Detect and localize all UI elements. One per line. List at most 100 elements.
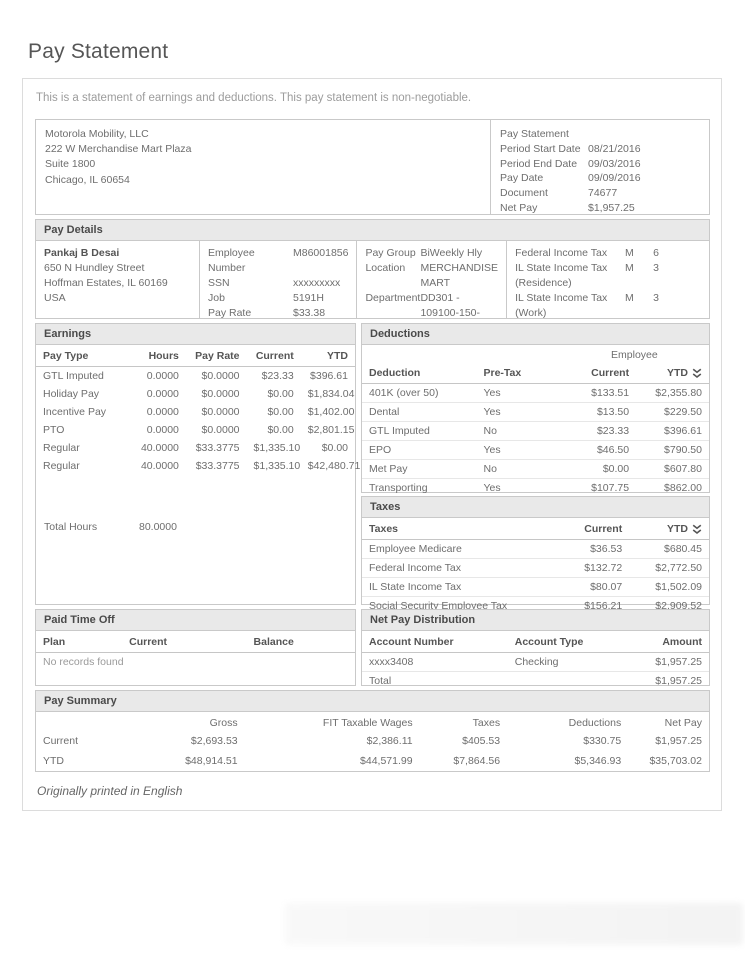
cell-hours: 40.0000	[140, 442, 179, 454]
meta-row-net-pay: Net Pay $1,957.25	[500, 201, 700, 216]
pay-details-grid: Pankaj B Desai 650 N Hundley Street Hoff…	[36, 241, 709, 334]
cell-tax-name: Employee Medicare	[362, 539, 553, 559]
cell-tax-name: IL State Income Tax	[362, 577, 553, 597]
meta-value: $1,957.25	[588, 201, 635, 214]
org-fields-block: Pay Group BiWeekly Hly Location MERCHANDIS…	[357, 241, 508, 334]
col-taxes: Taxes	[362, 518, 553, 540]
non-negotiable-note: This is a statement of earnings and dedu…	[36, 92, 472, 104]
field-label: Job	[208, 292, 225, 304]
cell-hours: 0.0000	[146, 370, 179, 382]
earnings-section: Earnings Pay Type Hours Pay Rate Current…	[35, 323, 360, 605]
tax-status-row: Federal Income Tax M 6	[515, 246, 701, 261]
col-current: Current	[552, 518, 630, 540]
earnings-row: Regular 40.0000 $33.3775 $1,335.10 $42,480.7…	[36, 457, 360, 475]
employee-fields-block: Employee Number M86001856 SSN xxxxxxxxx Jo…	[200, 241, 358, 334]
cell-taxes: $405.53	[462, 735, 501, 747]
cell-ytd: $1,502.09	[629, 577, 709, 597]
col-hours: Hours	[131, 345, 186, 367]
pto-empty-row: No records found	[36, 653, 355, 672]
earnings-row: GTL Imputed 0.0000 $0.0000 $23.33 $396.61	[36, 367, 355, 386]
cell-ytd: $790.50	[636, 440, 709, 460]
cell-ytd: $0.00	[321, 442, 348, 454]
cell-current: $133.51	[559, 383, 637, 403]
cell-current: $23.33	[559, 421, 637, 441]
total-hours-label: Total Hours	[44, 521, 98, 533]
field-location: Location MERCHANDISE MART	[365, 261, 498, 291]
col-deduction: Deduction	[362, 362, 477, 384]
cell-ytd: $396.61	[636, 421, 709, 441]
statement-meta-heading: Pay Statement	[500, 128, 569, 140]
tax-allowances: 3	[653, 292, 659, 304]
cell-ytd: $680.45	[629, 539, 709, 559]
field-label: Employee Number	[208, 247, 255, 274]
cell-deduction: Met Pay	[362, 459, 477, 479]
collapse-ytd-double-chevron-icon[interactable]	[692, 524, 702, 535]
pay-summary-heading: Pay Summary	[36, 691, 709, 712]
cell-pay-type: GTL Imputed	[43, 370, 104, 382]
deduction-row: 401K (over 50) Yes $133.51 $2,355.80	[362, 383, 709, 403]
tax-status-block: Federal Income Tax M 6 IL State Income Tax…	[507, 241, 709, 319]
paid-time-off-table: Plan Current Balance No records found	[36, 631, 355, 671]
pay-statement-panel: This is a statement of earnings and dedu…	[22, 78, 722, 811]
earnings-heading: Earnings	[36, 324, 355, 345]
field-label: SSN	[208, 277, 230, 289]
cell-ytd: $862.00	[636, 478, 709, 498]
employee-address-line: Hoffman Estates, IL 60169	[44, 277, 168, 289]
cell-deduction: Dental	[362, 402, 477, 422]
tax-status-label: Federal Income Tax	[515, 247, 608, 259]
col-gross: Gross	[209, 717, 238, 729]
cell-current: $46.50	[559, 440, 637, 460]
cell-pretax: No	[476, 421, 560, 441]
col-amount: Amount	[629, 631, 709, 653]
cell-taxes: $7,864.56	[453, 755, 501, 767]
npd-header-row: Account Number Account Type Amount	[362, 631, 709, 653]
cell-current: $1,335.10	[253, 460, 301, 472]
field-label: Pay Group	[365, 247, 416, 259]
employer-address-block: Motorola Mobility, LLC 222 W Merchandise…	[36, 120, 491, 214]
earnings-header-row: Pay Type Hours Pay Rate Current YTD	[36, 345, 355, 367]
col-taxes: Taxes	[472, 717, 501, 729]
cell-current: $13.50	[559, 402, 637, 422]
cell-deductions: $5,346.93	[574, 755, 622, 767]
pay-details-section: Pay Details Pankaj B Desai 650 N Hundley…	[35, 219, 710, 334]
cell-fit: $2,386.11	[366, 735, 413, 747]
npd-total-row: Total $1,957.25	[362, 672, 709, 691]
cell-hours: 0.0000	[146, 406, 179, 418]
cell-current: $0.00	[267, 424, 294, 436]
taxes-heading: Taxes	[362, 497, 709, 518]
cell-pretax: Yes	[476, 383, 560, 403]
meta-label: Document	[500, 187, 548, 200]
field-value: MERCHANDISE MART	[420, 262, 499, 289]
cell-hours: 40.0000	[140, 460, 179, 472]
cell-deduction: EPO	[362, 440, 477, 460]
cell-pay-rate: $0.0000	[201, 370, 240, 382]
cell-pay-type: Holiday Pay	[43, 388, 100, 400]
tax-marital-status: M	[625, 262, 634, 274]
cell-pay-rate: $0.0000	[201, 388, 240, 400]
cell-pay-rate: $0.0000	[201, 424, 240, 436]
field-ssn: SSN xxxxxxxxx	[208, 276, 348, 291]
paid-time-off-section: Paid Time Off Plan Current Balance No re…	[35, 609, 356, 686]
cell-current: $80.07	[552, 577, 630, 597]
field-value: M86001856	[293, 247, 349, 259]
field-job: Job 5191H	[208, 291, 348, 306]
npd-account-row: xxxx3408 Checking $1,957.25	[362, 652, 709, 672]
total-label: Total	[369, 675, 392, 687]
cell-hours: 0.0000	[146, 424, 179, 436]
cell-gross: $48,914.51	[185, 755, 238, 767]
cell-net-pay: $1,957.25	[655, 735, 702, 747]
cell-deduction: GTL Imputed	[362, 421, 477, 441]
col-account-number: Account Number	[362, 631, 508, 653]
cell-pretax: Yes	[476, 402, 560, 422]
cell-pay-type: Regular	[43, 442, 80, 454]
earnings-deductions-row: Earnings Pay Type Hours Pay Rate Current…	[35, 323, 710, 612]
col-deductions: Deductions	[568, 717, 622, 729]
cell-current: $0.00	[559, 459, 637, 479]
cell-pretax: Yes	[476, 478, 560, 498]
deductions-section: Deductions Employee Deduction Pre-Tax Cu…	[361, 323, 710, 513]
col-current: Current	[246, 345, 301, 367]
collapse-ytd-double-chevron-icon[interactable]	[692, 368, 702, 379]
pay-details-heading: Pay Details	[36, 220, 709, 241]
cell-deduction: 401K (over 50)	[362, 383, 477, 403]
col-fit-taxable-wages: FIT Taxable Wages	[322, 717, 413, 729]
